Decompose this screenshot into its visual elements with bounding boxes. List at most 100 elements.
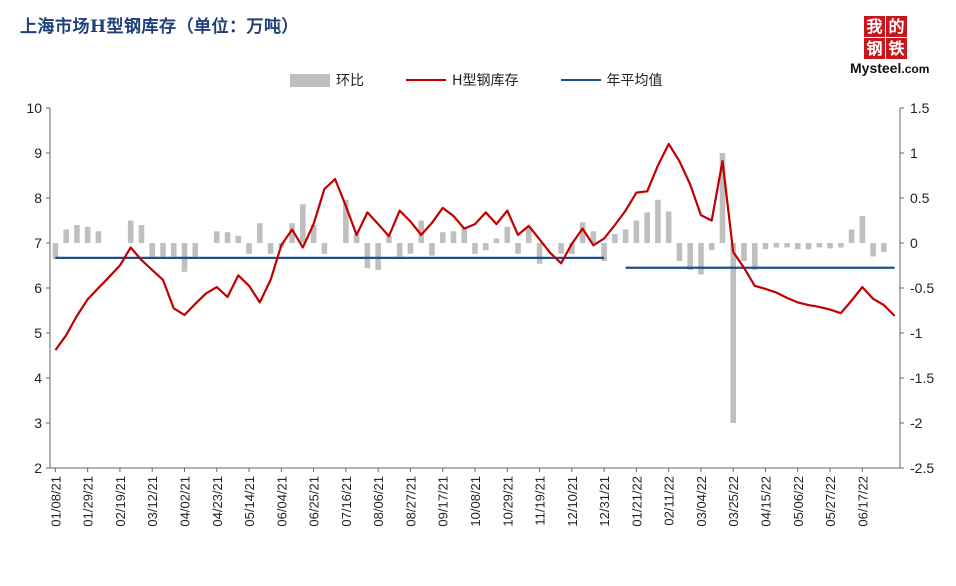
mom-bar bbox=[74, 225, 80, 243]
x-tick-label: 06/25/21 bbox=[307, 476, 322, 527]
y-left-tick-label: 2 bbox=[34, 460, 42, 476]
mom-bar bbox=[450, 231, 457, 243]
mom-bar bbox=[558, 243, 564, 254]
mom-bar bbox=[493, 238, 500, 243]
x-tick-label: 03/12/21 bbox=[145, 476, 160, 527]
x-tick-label: 06/17/22 bbox=[855, 476, 870, 527]
mom-bar bbox=[676, 243, 683, 261]
mom-bar bbox=[665, 211, 672, 243]
mom-bar bbox=[708, 243, 715, 251]
logo-char-3: 钢 bbox=[864, 38, 885, 59]
y-left-tick-label: 7 bbox=[34, 235, 42, 251]
mom-bar bbox=[590, 231, 597, 243]
mom-bar bbox=[579, 222, 586, 243]
legend-swatch-stock bbox=[406, 79, 446, 81]
mom-bar bbox=[267, 243, 274, 254]
mom-bar bbox=[773, 243, 780, 248]
x-tick-label: 02/11/22 bbox=[662, 476, 677, 526]
mom-bar bbox=[881, 243, 887, 252]
x-tick-label: 06/04/21 bbox=[274, 476, 289, 527]
legend-item-stock: H型钢库存 bbox=[406, 70, 519, 90]
y-right-tick-label: -0.5 bbox=[910, 280, 934, 296]
mom-bar bbox=[794, 243, 801, 250]
x-tick-label: 03/04/22 bbox=[694, 476, 709, 527]
y-left-tick-label: 6 bbox=[34, 280, 42, 296]
mom-bar bbox=[407, 243, 414, 254]
legend-item-annual-avg: 年平均值 bbox=[560, 70, 663, 90]
mom-bar bbox=[418, 220, 424, 243]
mysteel-logo: 我 的 钢 铁 Mysteel.com bbox=[850, 16, 950, 76]
mom-bar bbox=[310, 225, 317, 243]
mom-bar bbox=[633, 220, 640, 243]
mom-bar bbox=[762, 243, 769, 250]
logo-wordmark: Mysteel.com bbox=[850, 60, 929, 76]
mom-bar bbox=[687, 243, 693, 270]
mom-bar bbox=[300, 204, 306, 243]
mom-bar bbox=[805, 243, 812, 250]
y-left-tick-label: 8 bbox=[34, 190, 42, 206]
y-right-tick-label: -1 bbox=[910, 325, 923, 341]
mom-bar bbox=[160, 243, 166, 257]
mom-bar bbox=[482, 243, 489, 251]
mom-bar bbox=[461, 227, 468, 243]
mom-bar bbox=[246, 243, 252, 254]
mom-bar bbox=[784, 243, 790, 248]
legend-swatch-annual-avg bbox=[560, 79, 601, 81]
mom-bar bbox=[569, 243, 575, 254]
x-tick-label: 08/27/21 bbox=[403, 476, 418, 527]
mom-bar bbox=[235, 235, 242, 243]
mom-bar bbox=[439, 232, 446, 243]
mom-bar bbox=[816, 243, 823, 248]
x-tick-label: 04/15/22 bbox=[759, 476, 774, 527]
mom-bar bbox=[751, 243, 758, 270]
mom-bar bbox=[353, 234, 360, 243]
x-tick-label: 01/08/21 bbox=[48, 476, 63, 527]
x-tick-label: 12/10/21 bbox=[565, 476, 580, 527]
mom-bar bbox=[504, 226, 511, 243]
mom-bar bbox=[429, 243, 435, 256]
x-tick-label: 05/14/21 bbox=[242, 476, 257, 527]
mom-bar bbox=[386, 235, 392, 243]
x-tick-label: 02/19/21 bbox=[113, 476, 128, 527]
x-tick-label: 01/21/22 bbox=[629, 476, 644, 527]
mom-bar bbox=[741, 243, 747, 261]
y-right-tick-label: -2.5 bbox=[910, 460, 934, 476]
mom-bar bbox=[730, 243, 737, 423]
legend-item-mom: 环比 bbox=[290, 70, 364, 90]
mom-bar bbox=[127, 220, 134, 243]
x-tick-label: 07/16/21 bbox=[339, 476, 354, 527]
logo-word: Mysteel bbox=[850, 60, 902, 76]
legend-label-stock: H型钢库存 bbox=[452, 73, 519, 89]
chart-title: 上海市场H型钢库存（单位：万吨） bbox=[20, 17, 300, 37]
mom-bar bbox=[719, 153, 726, 243]
mom-bar bbox=[526, 227, 532, 243]
x-tick-label: 04/23/21 bbox=[210, 476, 225, 527]
x-tick-label: 01/29/21 bbox=[81, 476, 96, 527]
mom-bar bbox=[655, 199, 661, 243]
mom-bar bbox=[536, 243, 543, 264]
mom-bar bbox=[63, 229, 69, 243]
mom-bar bbox=[343, 199, 349, 243]
mom-bar bbox=[848, 229, 855, 243]
mom-bar bbox=[289, 223, 295, 243]
mom-bar bbox=[224, 232, 231, 243]
stock-line bbox=[54, 142, 896, 351]
mom-bar bbox=[138, 225, 145, 243]
mom-bar bbox=[396, 243, 403, 257]
x-tick-label: 03/25/22 bbox=[726, 476, 741, 527]
x-tick-label: 10/08/21 bbox=[468, 476, 483, 527]
mom-bar bbox=[257, 223, 263, 243]
x-tick-label: 04/02/21 bbox=[177, 476, 192, 527]
mom-bar bbox=[170, 243, 177, 257]
x-tick-label: 11/19/21 bbox=[533, 476, 548, 526]
y-left-tick-label: 3 bbox=[34, 415, 42, 431]
x-tick-label: 05/27/22 bbox=[823, 476, 838, 527]
chart-legend: 环比 H型钢库存 年平均值 bbox=[290, 70, 705, 90]
x-tick-label: 05/06/22 bbox=[791, 476, 806, 527]
mom-bar bbox=[472, 243, 478, 254]
mom-bar bbox=[52, 243, 59, 260]
legend-label-mom: 环比 bbox=[336, 73, 364, 89]
y-left-tick-label: 10 bbox=[26, 100, 42, 116]
mom-bar bbox=[375, 243, 381, 270]
